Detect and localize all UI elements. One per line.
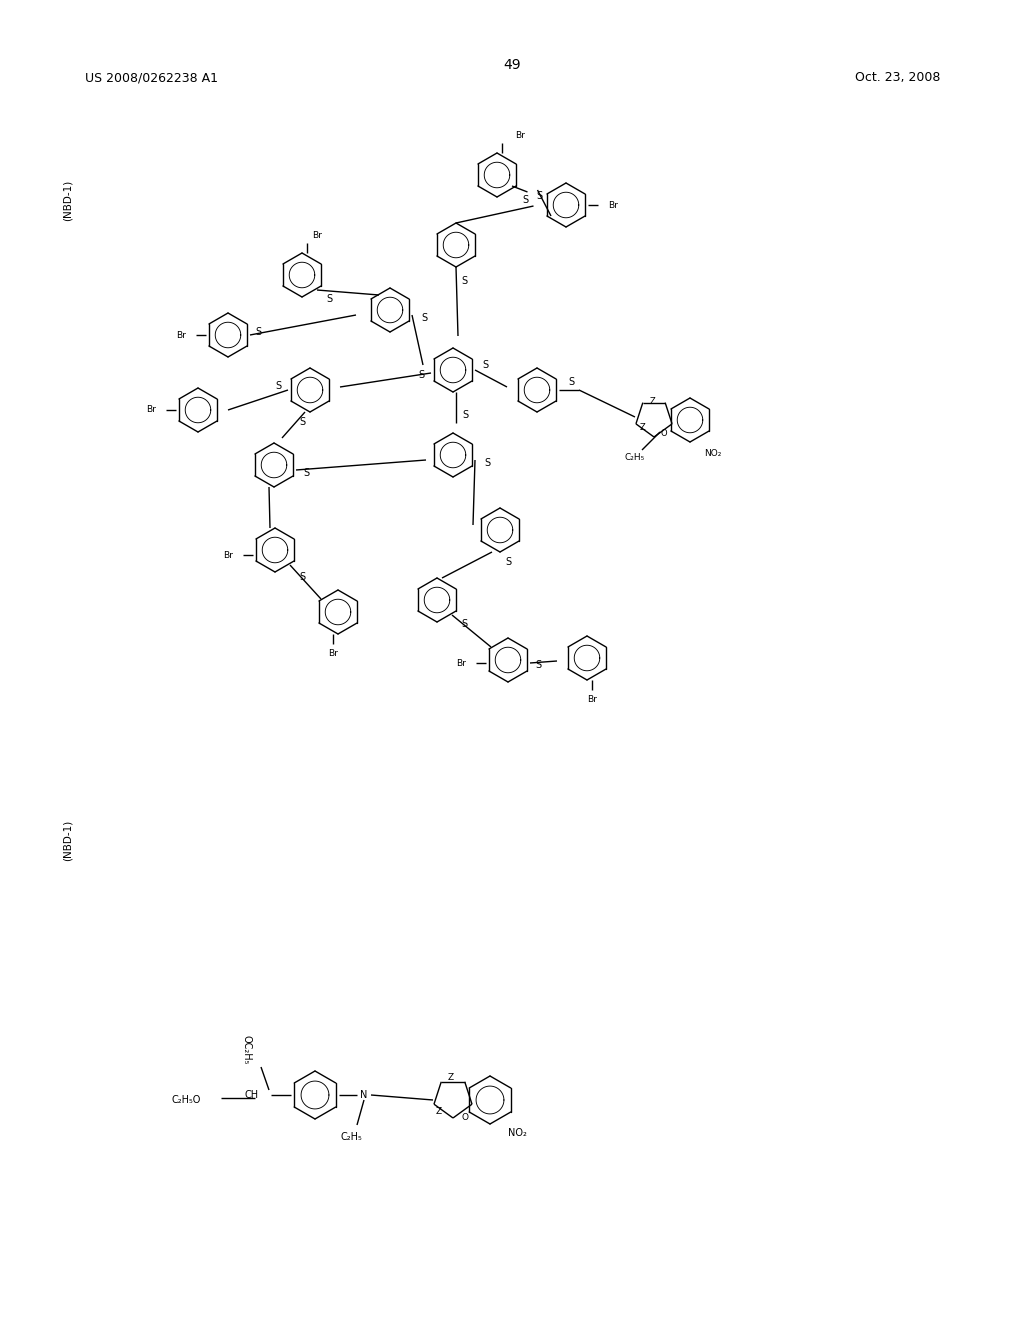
Text: S: S <box>299 417 305 426</box>
Text: S: S <box>461 619 467 630</box>
Text: S: S <box>274 381 281 391</box>
Text: OC₂H₅: OC₂H₅ <box>241 1035 251 1065</box>
Text: N: N <box>360 1090 368 1100</box>
Text: S: S <box>461 276 467 286</box>
Text: O: O <box>462 1114 469 1122</box>
Text: C₂H₅O: C₂H₅O <box>172 1096 201 1105</box>
Text: (NBD-1): (NBD-1) <box>63 180 73 220</box>
Text: S: S <box>537 191 543 201</box>
Text: S: S <box>299 572 305 582</box>
Text: S: S <box>326 294 332 304</box>
Text: S: S <box>484 458 490 469</box>
Text: S: S <box>535 660 541 671</box>
Text: Br: Br <box>328 649 338 659</box>
Text: Br: Br <box>223 550 233 560</box>
Text: C₂H₅: C₂H₅ <box>625 454 645 462</box>
Text: NO₂: NO₂ <box>705 449 721 458</box>
Text: S: S <box>482 360 488 370</box>
Text: Br: Br <box>312 231 322 239</box>
Text: CH: CH <box>245 1090 259 1100</box>
Text: Br: Br <box>587 696 597 705</box>
Text: Z: Z <box>447 1073 454 1082</box>
Text: Z: Z <box>650 396 656 405</box>
Text: NO₂: NO₂ <box>508 1129 527 1138</box>
Text: O: O <box>660 429 668 438</box>
Text: Br: Br <box>146 405 156 414</box>
Text: C₂H₅: C₂H₅ <box>340 1133 361 1142</box>
Text: Br: Br <box>608 201 617 210</box>
Text: S: S <box>462 411 468 420</box>
Text: S: S <box>421 313 427 323</box>
Text: S: S <box>505 557 511 568</box>
Text: (NBD-1): (NBD-1) <box>63 820 73 861</box>
Text: S: S <box>255 327 261 337</box>
Text: S: S <box>522 195 528 205</box>
Text: S: S <box>418 370 424 380</box>
Text: S: S <box>303 469 309 478</box>
Text: Br: Br <box>176 330 186 339</box>
Text: S: S <box>568 378 574 387</box>
Text: Z: Z <box>639 424 645 433</box>
Text: Br: Br <box>456 659 466 668</box>
Text: Oct. 23, 2008: Oct. 23, 2008 <box>855 71 940 84</box>
Text: 49: 49 <box>503 58 521 73</box>
Text: Br: Br <box>515 131 525 140</box>
Text: US 2008/0262238 A1: US 2008/0262238 A1 <box>85 71 218 84</box>
Text: Z: Z <box>436 1107 442 1117</box>
